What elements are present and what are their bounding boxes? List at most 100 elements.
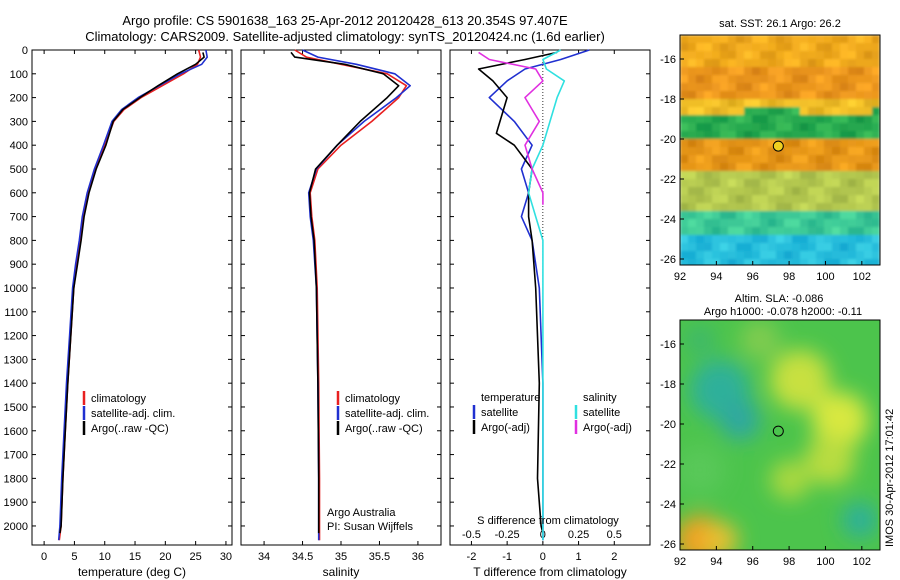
sst-cell — [800, 43, 808, 51]
sst-cell — [760, 187, 768, 195]
sst-cell — [848, 219, 856, 227]
t-difference-xlabel: T difference from climatology — [473, 565, 627, 579]
sst-cell — [792, 195, 800, 203]
sst-cell — [824, 259, 832, 265]
sst-cell — [776, 155, 784, 163]
sst-cell — [832, 59, 840, 67]
sst-cell — [792, 211, 800, 219]
depth-tick-label: 200 — [10, 93, 28, 105]
sst-cell — [760, 147, 768, 155]
sst-cell — [864, 163, 872, 171]
x-tick-label: -1 — [502, 551, 512, 563]
lon-tick-label: 96 — [747, 271, 759, 283]
sst-cell — [832, 203, 840, 211]
sst-cell — [752, 91, 760, 99]
sst-cell — [824, 163, 832, 171]
x-tick-label: 20 — [159, 551, 171, 563]
sst-cell — [808, 155, 816, 163]
sst-cell — [840, 35, 848, 43]
sst-cell — [744, 83, 752, 91]
sst-cell — [800, 83, 808, 91]
sst-cell — [808, 195, 816, 203]
sst-cell — [832, 107, 840, 115]
sst-cell — [808, 59, 816, 67]
sst-cell — [792, 83, 800, 91]
sst-cell — [736, 163, 744, 171]
sst-cell — [840, 163, 848, 171]
sst-cell — [840, 219, 848, 227]
sst-cell — [736, 99, 744, 107]
lat-tick-label: -24 — [660, 499, 676, 511]
sst-cell — [720, 243, 728, 251]
sst-cell — [712, 123, 720, 131]
sst-cell — [768, 123, 776, 131]
sst-cell — [680, 115, 688, 123]
sst-cell — [816, 131, 824, 139]
sst-cell — [800, 203, 808, 211]
sst-cell — [784, 35, 792, 43]
sst-cell — [856, 203, 864, 211]
sst-cell — [704, 43, 712, 51]
sst-cell — [848, 107, 856, 115]
depth-tick-label: 1400 — [4, 378, 28, 390]
sst-cell — [688, 259, 696, 265]
salinity-legend: climatology satellite-adj. clim. Argo(..… — [336, 391, 429, 435]
sst-cell — [688, 107, 696, 115]
sst-cell — [824, 107, 832, 115]
sst-cell — [872, 59, 880, 67]
series-line — [488, 49, 590, 541]
sst-cell — [784, 43, 792, 51]
sst-cell — [872, 107, 880, 115]
sst-cell — [864, 75, 872, 83]
sst-cell — [824, 43, 832, 51]
sst-cell — [696, 115, 704, 123]
sst-cell — [824, 139, 832, 147]
sst-map: sat. SST: 26.1 Argo: 26.2 92 94 96 98 100 102… — [660, 18, 881, 283]
sst-cell — [840, 91, 848, 99]
sst-cell — [800, 227, 808, 235]
sst-cell — [792, 155, 800, 163]
sst-cell — [688, 99, 696, 107]
sst-cell — [792, 243, 800, 251]
legend-label-climatology: climatology — [345, 393, 401, 405]
sst-cell — [776, 131, 784, 139]
sst-cell — [696, 211, 704, 219]
sst-cell — [688, 155, 696, 163]
sst-cell — [816, 83, 824, 91]
sst-cell — [808, 43, 816, 51]
sst-cell — [728, 251, 736, 259]
lon-tick-label: 98 — [783, 271, 795, 283]
sst-cell — [776, 75, 784, 83]
sst-cell — [848, 75, 856, 83]
sst-cell — [744, 243, 752, 251]
sst-cell — [688, 67, 696, 75]
sst-cell — [720, 83, 728, 91]
sst-cell — [680, 187, 688, 195]
sst-cell — [808, 35, 816, 43]
sst-cell — [824, 195, 832, 203]
sst-cell — [872, 219, 880, 227]
depth-tick-label: 1800 — [4, 473, 28, 485]
sst-cell — [736, 259, 744, 265]
sst-cell — [752, 251, 760, 259]
sst-cell — [864, 147, 872, 155]
sst-cell — [824, 203, 832, 211]
sst-cell — [800, 75, 808, 83]
sst-cell — [816, 99, 824, 107]
sst-cell — [712, 67, 720, 75]
sst-cell — [696, 67, 704, 75]
sst-cell — [816, 107, 824, 115]
sst-cell — [800, 155, 808, 163]
sst-cell — [808, 219, 816, 227]
sst-cell — [752, 67, 760, 75]
sst-cell — [800, 51, 808, 59]
sst-cell — [776, 251, 784, 259]
sst-cell — [760, 35, 768, 43]
sst-cell — [752, 227, 760, 235]
sst-cell — [768, 163, 776, 171]
lat-tick-label: -16 — [660, 54, 676, 66]
sst-cell — [784, 203, 792, 211]
sst-cell — [848, 123, 856, 131]
sst-cell — [768, 227, 776, 235]
sst-cell — [768, 75, 776, 83]
